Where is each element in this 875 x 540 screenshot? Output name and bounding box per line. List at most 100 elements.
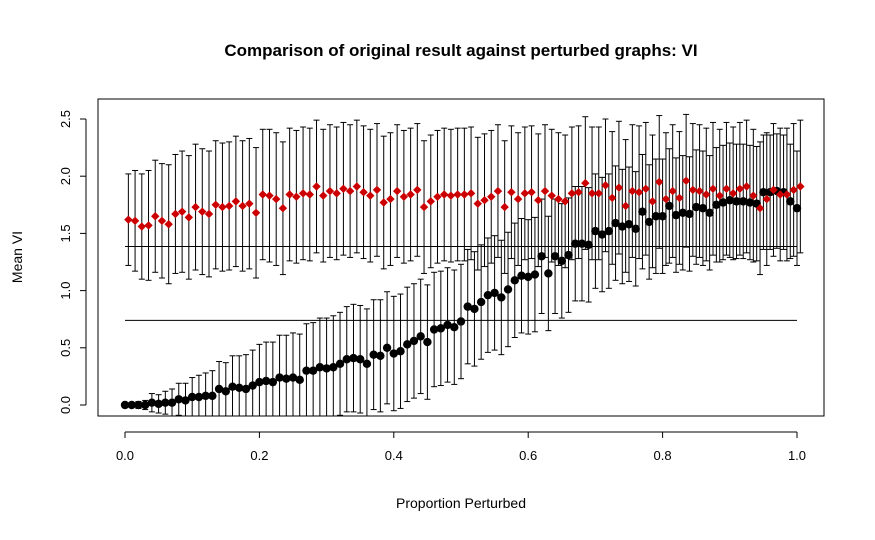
data-point-diamond (151, 212, 160, 221)
data-point-diamond (708, 184, 718, 193)
data-point-diamond (171, 209, 180, 219)
y-tick-label: 1.0 (58, 282, 73, 300)
data-point-circle (651, 212, 661, 221)
data-point-diamond (755, 204, 765, 213)
data-point-diamond (728, 189, 738, 198)
data-points (120, 176, 805, 410)
data-point-diamond (198, 207, 207, 216)
data-point-circle (503, 285, 513, 294)
data-point-diamond (245, 199, 254, 208)
data-point-diamond (581, 178, 590, 188)
data-point-diamond (325, 186, 335, 196)
data-point-circle (194, 392, 204, 402)
data-point-circle (409, 336, 419, 346)
data-point-diamond (668, 186, 677, 196)
data-point-circle (591, 226, 600, 236)
data-point-diamond (594, 189, 603, 198)
data-point-diamond (735, 184, 745, 193)
data-point-circle (530, 270, 540, 279)
data-point-circle (369, 350, 378, 359)
data-point-circle (550, 252, 560, 261)
data-point-diamond (184, 213, 194, 222)
data-point-circle (120, 400, 130, 410)
data-point-circle (732, 197, 741, 206)
data-point-circle (698, 204, 708, 213)
data-point-diamond (130, 216, 140, 226)
chart-title: Comparison of original result against pe… (224, 41, 697, 60)
data-point-diamond (762, 194, 771, 204)
data-point-circle (597, 230, 607, 239)
data-point-diamond (614, 183, 624, 192)
data-point-diamond (540, 186, 550, 196)
data-point-circle (624, 220, 634, 229)
data-point-diamond (191, 202, 200, 212)
data-point-circle (792, 204, 802, 213)
x-tick-label: 0.2 (250, 448, 268, 463)
data-point-circle (382, 343, 392, 352)
data-point-diamond (258, 190, 267, 199)
data-point-diamond (520, 189, 530, 198)
data-point-circle (725, 196, 734, 205)
data-point-circle (712, 200, 721, 209)
data-point-circle (167, 398, 177, 407)
data-point-circle (362, 359, 372, 369)
data-point-diamond (278, 204, 288, 213)
data-point-diamond (238, 201, 247, 211)
data-point-diamond (628, 186, 637, 196)
data-point-circle (248, 381, 257, 390)
data-point-diamond (177, 207, 187, 216)
data-point-diamond (157, 216, 167, 226)
data-point-circle (349, 353, 358, 363)
data-point-diamond (413, 185, 422, 195)
data-point-circle (255, 377, 264, 387)
data-point-diamond (547, 191, 556, 200)
data-point-circle (557, 256, 566, 266)
data-point-circle (241, 384, 251, 394)
data-point-diamond (265, 191, 274, 200)
data-point-diamond (386, 194, 395, 204)
data-point-circle (288, 373, 298, 382)
data-point-diamond (352, 182, 362, 191)
y-axis-label: Mean VI (9, 231, 25, 283)
data-point-circle (456, 317, 466, 326)
data-point-diamond (399, 192, 409, 201)
data-point-diamond (440, 190, 449, 199)
data-point-circle (329, 363, 338, 372)
data-point-circle (214, 384, 224, 394)
data-point-circle (718, 198, 728, 207)
data-point-circle (221, 387, 230, 396)
data-point-diamond (621, 201, 630, 211)
data-point-circle (322, 364, 331, 373)
data-point-diamond (359, 188, 368, 197)
data-point-circle (638, 207, 647, 216)
data-point-diamond (473, 199, 482, 208)
data-point-diamond (742, 182, 751, 191)
data-point-diamond (480, 196, 489, 205)
data-point-diamond (298, 189, 308, 198)
data-point-circle (564, 250, 573, 260)
data-point-circle (235, 383, 244, 393)
data-point-circle (678, 208, 687, 218)
data-point-circle (140, 400, 150, 410)
data-point-diamond (749, 191, 758, 200)
data-point-diamond (224, 201, 234, 211)
data-point-circle (342, 355, 351, 364)
data-point-diamond (419, 202, 429, 212)
data-point-circle (208, 391, 217, 401)
data-point-diamond (513, 194, 523, 204)
data-point-circle (376, 351, 385, 361)
data-point-circle (671, 210, 681, 220)
data-point-diamond (366, 191, 375, 200)
data-point-diamond (648, 197, 657, 206)
x-tick-label: 1.0 (788, 448, 806, 463)
data-point-circle (584, 240, 593, 250)
plot-frame (97, 98, 825, 417)
data-point-diamond (608, 193, 617, 203)
data-point-circle (745, 198, 755, 207)
data-point-circle (618, 222, 627, 231)
data-point-diamond (164, 220, 173, 229)
data-point-circle (356, 355, 365, 364)
data-point-circle (517, 271, 526, 280)
data-point-circle (423, 337, 432, 347)
